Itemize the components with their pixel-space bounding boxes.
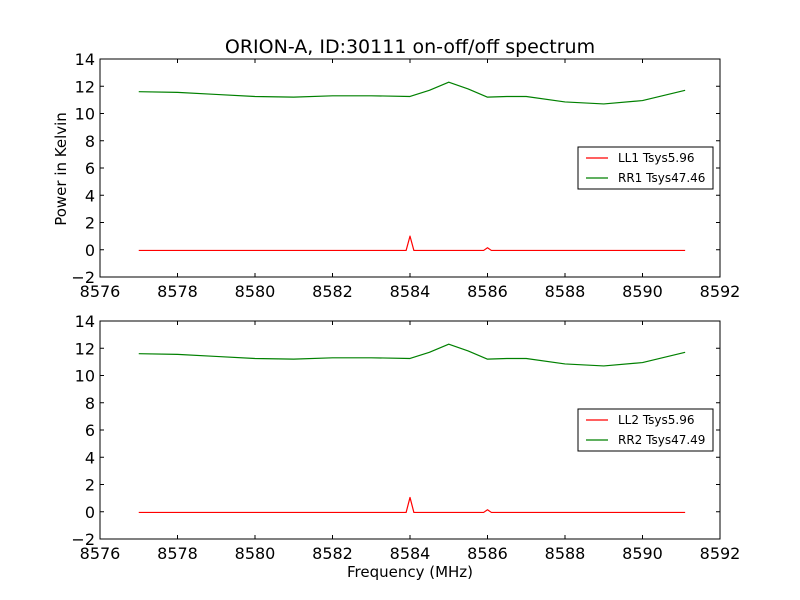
x-tick-label: 8576 bbox=[80, 282, 121, 301]
y-tick-label: 12 bbox=[75, 77, 95, 96]
legend-label: LL1 Tsys5.96 bbox=[618, 151, 695, 165]
legend: LL2 Tsys5.96 RR2 Tsys47.49 bbox=[577, 408, 714, 452]
y-axis-title: Power in Kelvin bbox=[52, 112, 70, 226]
x-tick-label: 8578 bbox=[157, 282, 198, 301]
x-tick-label: 8580 bbox=[235, 282, 276, 301]
x-tick-label: 8588 bbox=[545, 544, 586, 563]
y-tick-label: 0 bbox=[85, 241, 95, 260]
y-tick-label: −2 bbox=[71, 268, 95, 287]
x-tick-label: 8586 bbox=[467, 282, 508, 301]
x-tick-label: 8582 bbox=[312, 282, 353, 301]
x-tick-label: 8578 bbox=[157, 544, 198, 563]
x-tick-label: 8584 bbox=[390, 544, 431, 563]
x-tick-label: 8588 bbox=[545, 282, 586, 301]
series-line-red bbox=[138, 496, 686, 514]
y-tick-label: 8 bbox=[85, 394, 95, 413]
x-tick-label: 8586 bbox=[467, 544, 508, 563]
legend-label: LL2 Tsys5.96 bbox=[618, 413, 695, 427]
legend: LL1 Tsys5.96 RR1 Tsys47.46 bbox=[577, 146, 714, 190]
y-tick-label: 10 bbox=[75, 367, 95, 386]
y-tick-label: 12 bbox=[75, 339, 95, 358]
x-tick-label: 8576 bbox=[80, 544, 121, 563]
legend-label: RR1 Tsys47.46 bbox=[618, 171, 705, 185]
series-line-green bbox=[138, 81, 686, 105]
y-tick-label: 6 bbox=[85, 421, 95, 440]
y-tick-label: 4 bbox=[85, 448, 95, 467]
x-tick-label: 8580 bbox=[235, 544, 276, 563]
y-tick-label: 2 bbox=[85, 214, 95, 233]
x-tick-label: 8590 bbox=[622, 282, 663, 301]
x-tick-label: 8584 bbox=[390, 282, 431, 301]
y-tick-label: 14 bbox=[75, 312, 95, 331]
y-tick-label: 10 bbox=[75, 105, 95, 124]
y-tick-label: 0 bbox=[85, 503, 95, 522]
y-tick-label: 2 bbox=[85, 476, 95, 495]
y-tick-label: 6 bbox=[85, 159, 95, 178]
series-line-red bbox=[138, 235, 686, 252]
bottom-panel: 8576 8578 8580 8582 8584 8586 8588 8590 8592 −2 0 2… bbox=[71, 312, 740, 563]
y-tick-label: 14 bbox=[75, 50, 95, 69]
y-tick-label: 8 bbox=[85, 132, 95, 151]
x-tick-label: 8592 bbox=[700, 544, 741, 563]
y-tick-label: 4 bbox=[85, 186, 95, 205]
x-axis-title: Frequency (MHz) bbox=[347, 563, 473, 581]
legend-box bbox=[577, 408, 714, 452]
y-tick-label: −2 bbox=[71, 530, 95, 549]
top-panel: 8576 8578 8580 8582 8584 8586 8588 8590 8592 −2 0 2… bbox=[71, 50, 740, 301]
series-line-green bbox=[138, 343, 686, 367]
chart-title: ORION-A, ID:30111 on-off/off spectrum bbox=[225, 36, 595, 58]
x-tick-label: 8590 bbox=[622, 544, 663, 563]
legend-box bbox=[577, 146, 714, 190]
x-tick-label: 8592 bbox=[700, 282, 741, 301]
legend-label: RR2 Tsys47.49 bbox=[618, 433, 705, 447]
x-tick-label: 8582 bbox=[312, 544, 353, 563]
